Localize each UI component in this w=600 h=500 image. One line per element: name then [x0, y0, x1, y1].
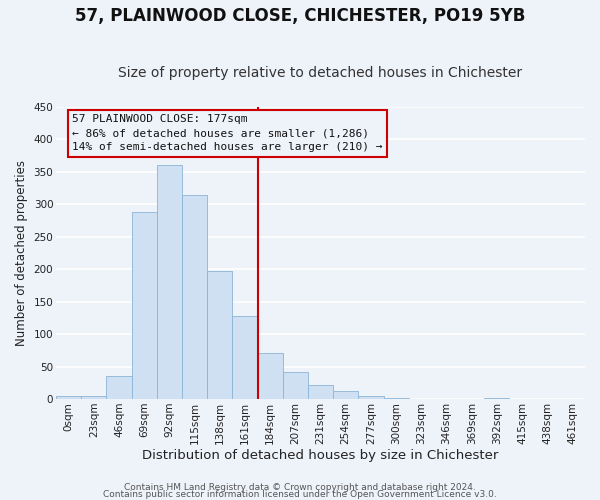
Bar: [207, 271, 232, 399]
Bar: [157, 166, 182, 399]
Bar: [358, 396, 383, 399]
Text: Contains public sector information licensed under the Open Government Licence v3: Contains public sector information licen…: [103, 490, 497, 499]
Title: Size of property relative to detached houses in Chichester: Size of property relative to detached ho…: [118, 66, 523, 80]
Text: 57, PLAINWOOD CLOSE, CHICHESTER, PO19 5YB: 57, PLAINWOOD CLOSE, CHICHESTER, PO19 5Y…: [75, 8, 525, 26]
Bar: [257, 353, 283, 399]
Text: 57 PLAINWOOD CLOSE: 177sqm
← 86% of detached houses are smaller (1,286)
14% of s: 57 PLAINWOOD CLOSE: 177sqm ← 86% of deta…: [72, 114, 382, 152]
Bar: [81, 396, 106, 399]
Bar: [182, 194, 207, 399]
Bar: [106, 376, 131, 399]
Bar: [484, 398, 509, 399]
Bar: [308, 385, 333, 399]
Text: Contains HM Land Registry data © Crown copyright and database right 2024.: Contains HM Land Registry data © Crown c…: [124, 484, 476, 492]
Bar: [232, 316, 257, 399]
Bar: [131, 212, 157, 399]
Bar: [383, 398, 409, 399]
Bar: [333, 390, 358, 399]
Y-axis label: Number of detached properties: Number of detached properties: [15, 160, 28, 346]
Bar: [283, 372, 308, 399]
X-axis label: Distribution of detached houses by size in Chichester: Distribution of detached houses by size …: [142, 450, 499, 462]
Bar: [56, 396, 81, 399]
